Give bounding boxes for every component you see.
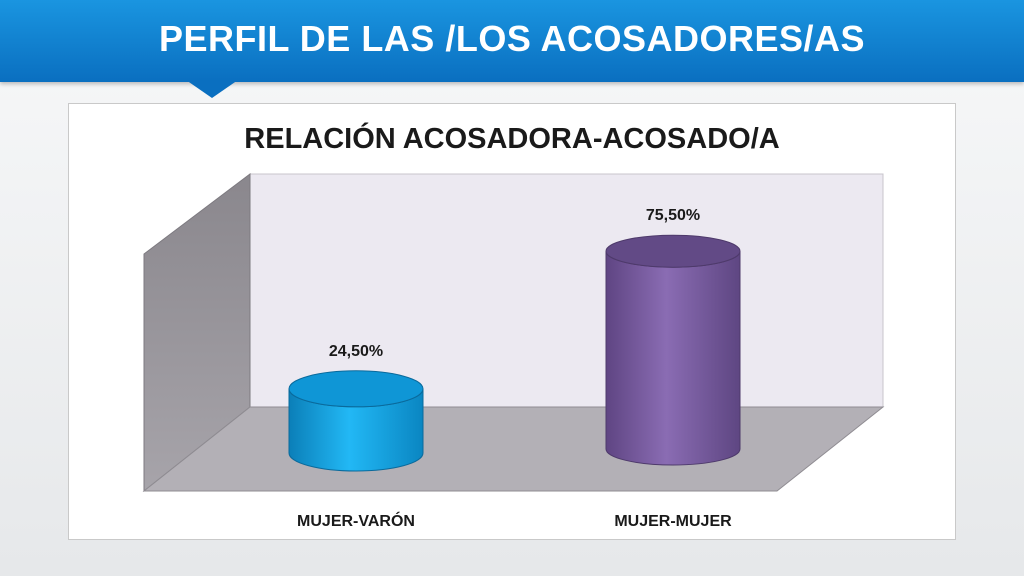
category-label-1: MUJER-VARÓN (297, 511, 415, 530)
chart-svg: RELACIÓN ACOSADORA-ACOSADO/A 24,50% MUJER… (142, 121, 885, 530)
slide-title: PERFIL DE LAS /LOS ACOSADORES/AS (158, 18, 866, 59)
bar-2 (605, 251, 741, 466)
data-label-1: 24,50% (329, 343, 383, 360)
bar-top-1 (288, 370, 424, 408)
header-bar (0, 0, 1024, 82)
chart-title: RELACIÓN ACOSADORA-ACOSADO/A (244, 121, 779, 155)
chart-frame: RELACIÓN ACOSADORA-ACOSADO/A 24,50% MUJER… (68, 103, 956, 540)
back-wall (249, 173, 884, 408)
floor (142, 406, 885, 492)
category-label-2: MUJER-MUJER (614, 513, 732, 530)
bar-top-2 (605, 234, 741, 268)
header-notch (186, 80, 238, 98)
data-label-2: 75,50% (646, 207, 700, 224)
plot-area: 24,50% MUJER-VARÓN 75,50% MUJER-MUJER (142, 172, 885, 530)
